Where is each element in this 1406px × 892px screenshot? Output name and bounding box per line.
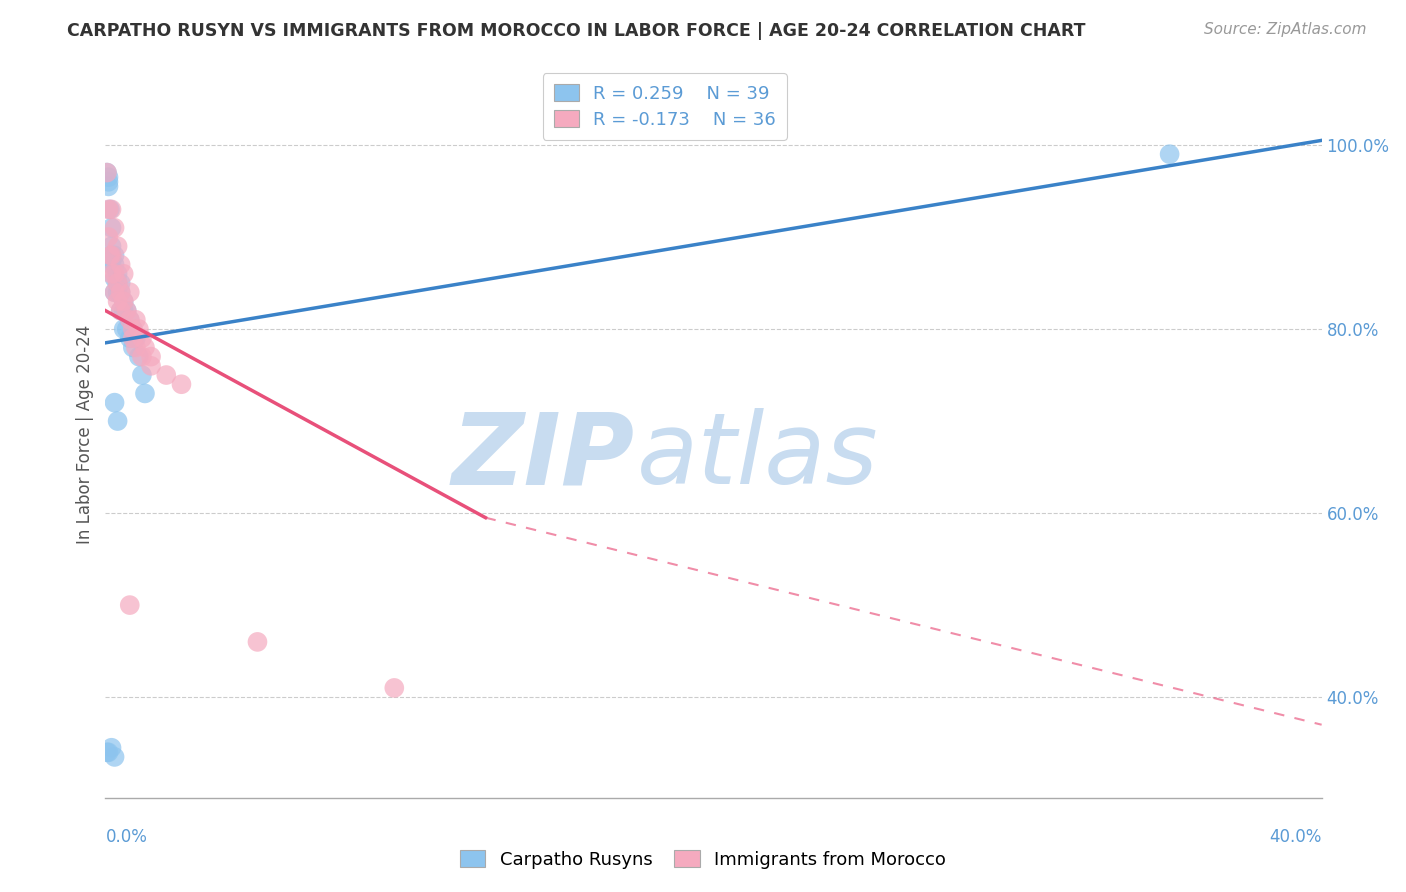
Point bbox=[98, 248, 121, 262]
Point bbox=[103, 248, 125, 262]
Point bbox=[100, 220, 122, 235]
Point bbox=[131, 331, 153, 345]
Point bbox=[128, 322, 150, 336]
Point bbox=[100, 202, 122, 217]
Point bbox=[100, 239, 122, 253]
Point bbox=[97, 179, 120, 194]
Point bbox=[103, 395, 125, 409]
Point bbox=[107, 267, 129, 281]
Point bbox=[100, 248, 122, 262]
Point bbox=[139, 359, 162, 373]
Text: 0.0%: 0.0% bbox=[105, 828, 148, 846]
Point bbox=[97, 170, 120, 185]
Point bbox=[118, 285, 141, 300]
Point bbox=[107, 414, 129, 428]
Point bbox=[96, 165, 118, 179]
Point bbox=[1159, 147, 1181, 161]
Point bbox=[100, 258, 122, 272]
Point bbox=[110, 276, 132, 290]
Point bbox=[118, 598, 141, 612]
Text: 40.0%: 40.0% bbox=[1270, 828, 1322, 846]
Point bbox=[121, 322, 143, 336]
Point bbox=[103, 258, 125, 272]
Point bbox=[112, 294, 135, 309]
Point bbox=[125, 340, 148, 354]
Text: atlas: atlas bbox=[637, 409, 879, 505]
Point bbox=[118, 331, 141, 345]
Point bbox=[131, 350, 153, 364]
Point bbox=[110, 303, 132, 318]
Point bbox=[103, 750, 125, 764]
Legend: R = 0.259    N = 39, R = -0.173    N = 36: R = 0.259 N = 39, R = -0.173 N = 36 bbox=[543, 73, 787, 140]
Point bbox=[103, 271, 125, 285]
Point bbox=[121, 322, 143, 336]
Legend: Carpatho Rusyns, Immigrants from Morocco: Carpatho Rusyns, Immigrants from Morocco bbox=[453, 843, 953, 876]
Point bbox=[139, 350, 162, 364]
Point bbox=[118, 313, 141, 327]
Point bbox=[107, 276, 129, 290]
Point bbox=[110, 285, 132, 300]
Text: CARPATHO RUSYN VS IMMIGRANTS FROM MOROCCO IN LABOR FORCE | AGE 20-24 CORRELATION: CARPATHO RUSYN VS IMMIGRANTS FROM MOROCC… bbox=[67, 22, 1085, 40]
Point bbox=[96, 745, 118, 759]
Y-axis label: In Labor Force | Age 20-24: In Labor Force | Age 20-24 bbox=[76, 326, 94, 544]
Point bbox=[131, 368, 153, 382]
Point bbox=[125, 313, 148, 327]
Point bbox=[115, 303, 138, 318]
Point bbox=[100, 248, 122, 262]
Point bbox=[97, 745, 120, 759]
Point bbox=[112, 267, 135, 281]
Point bbox=[134, 340, 156, 354]
Point bbox=[125, 331, 148, 345]
Point bbox=[155, 368, 177, 382]
Point bbox=[103, 220, 125, 235]
Point bbox=[382, 681, 405, 695]
Point bbox=[118, 313, 141, 327]
Point bbox=[97, 202, 120, 217]
Point bbox=[97, 230, 120, 244]
Point bbox=[107, 239, 129, 253]
Point bbox=[107, 276, 129, 290]
Point bbox=[112, 322, 135, 336]
Point bbox=[103, 285, 125, 300]
Point bbox=[98, 202, 121, 217]
Point bbox=[115, 303, 138, 318]
Point bbox=[170, 377, 193, 392]
Text: ZIP: ZIP bbox=[451, 409, 634, 505]
Point bbox=[110, 258, 132, 272]
Point bbox=[110, 285, 132, 300]
Point bbox=[110, 303, 132, 318]
Point bbox=[107, 294, 129, 309]
Text: Source: ZipAtlas.com: Source: ZipAtlas.com bbox=[1204, 22, 1367, 37]
Point bbox=[128, 350, 150, 364]
Point bbox=[103, 267, 125, 281]
Point bbox=[121, 340, 143, 354]
Point bbox=[246, 635, 269, 649]
Point bbox=[100, 740, 122, 755]
Point bbox=[97, 175, 120, 189]
Point bbox=[96, 165, 118, 179]
Point bbox=[121, 331, 143, 345]
Point bbox=[115, 322, 138, 336]
Point bbox=[103, 285, 125, 300]
Point bbox=[112, 294, 135, 309]
Point bbox=[100, 267, 122, 281]
Point bbox=[112, 303, 135, 318]
Point bbox=[134, 386, 156, 401]
Point bbox=[107, 285, 129, 300]
